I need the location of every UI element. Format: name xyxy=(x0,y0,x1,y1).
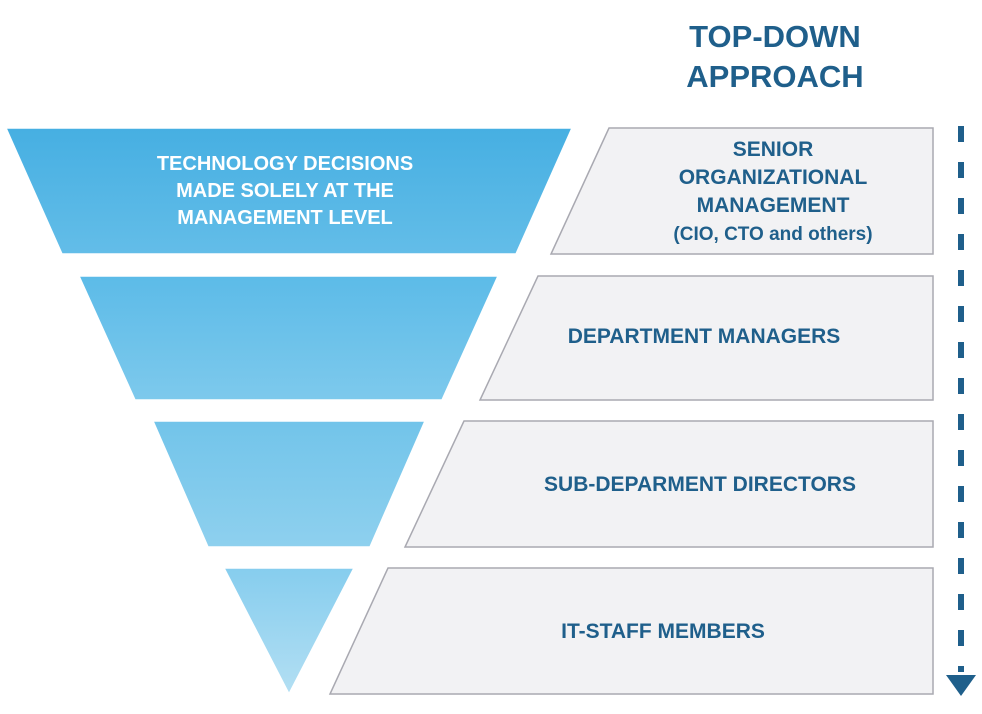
level-1-label-line-1: SENIOR xyxy=(733,138,814,161)
diagram-title-line-2: APPROACH xyxy=(686,59,863,94)
level-1-label-line-4: (CIO, CTO and others) xyxy=(673,224,872,245)
level-1-label-line-3: MANAGEMENT xyxy=(697,194,850,217)
level-box-it-staff xyxy=(328,567,934,695)
funnel-segment-1 xyxy=(4,127,574,255)
level-1-label-line-2: ORGANIZATIONAL xyxy=(679,166,868,189)
funnel-segment-3 xyxy=(151,420,427,548)
funnel-segment-4 xyxy=(222,567,356,696)
funnel-label-line-3: MANAGEMENT LEVEL xyxy=(177,207,393,229)
level-3-label: SUB-DEPARMENT DIRECTORS xyxy=(544,473,856,496)
funnel: TECHNOLOGY DECISIONS MADE SOLELY AT THE … xyxy=(4,127,574,696)
level-box-department-managers xyxy=(478,275,934,401)
funnel-segment-2 xyxy=(77,275,500,401)
level-2-label: DEPARTMENT MANAGERS xyxy=(568,325,841,348)
level-box-sub-department-directors xyxy=(403,420,934,548)
level-4-label: IT-STAFF MEMBERS xyxy=(561,620,765,643)
arrow-head xyxy=(946,675,976,696)
funnel-label-line-1: TECHNOLOGY DECISIONS xyxy=(157,153,413,175)
arrow-down-icon xyxy=(946,126,976,696)
funnel-label-line-2: MADE SOLELY AT THE xyxy=(176,180,394,202)
level-box-senior-management xyxy=(549,127,934,255)
diagram-title-line-1: TOP-DOWN xyxy=(689,19,861,54)
levels: SENIOR ORGANIZATIONAL MANAGEMENT (CIO, C… xyxy=(328,127,934,695)
